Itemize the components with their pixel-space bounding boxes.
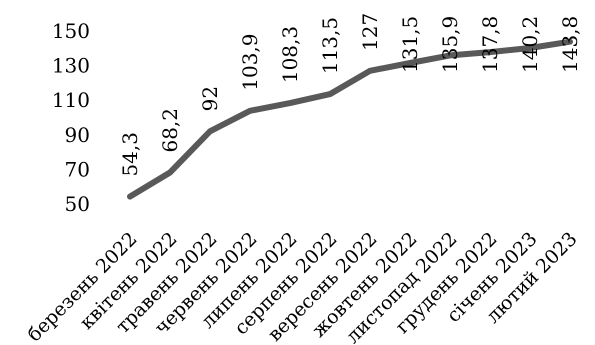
data-label: 103,9 — [238, 33, 262, 90]
data-point — [167, 170, 173, 176]
y-tick-label: 150 — [52, 19, 90, 43]
data-label: 127 — [358, 13, 382, 51]
data-point — [287, 100, 293, 106]
y-tick-label: 130 — [52, 54, 90, 78]
data-label: 137,8 — [478, 16, 502, 73]
data-label: 68,2 — [158, 108, 182, 153]
data-label: 108,3 — [278, 26, 302, 83]
data-label: 54,3 — [118, 132, 142, 177]
y-tick-label: 50 — [65, 192, 90, 216]
data-point — [127, 194, 133, 200]
data-label: 140,2 — [518, 16, 542, 73]
data-label: 131,5 — [398, 16, 422, 73]
y-tick-label: 90 — [65, 123, 90, 147]
series-layer — [127, 38, 573, 200]
data-labels: 54,3 68,2 92 103,9 108,3 113,5 127 131,5 135,9 13… — [118, 13, 582, 177]
data-label: 143,8 — [558, 16, 582, 73]
data-label: 92 — [198, 86, 222, 111]
data-point — [247, 108, 253, 114]
y-tick-label: 110 — [52, 88, 90, 112]
data-point — [367, 68, 373, 74]
data-point — [327, 91, 333, 97]
y-axis-ticks: 50 70 90 110 130 150 — [52, 19, 90, 216]
y-tick-label: 70 — [65, 157, 90, 181]
data-label: 113,5 — [318, 17, 342, 74]
data-point — [207, 128, 213, 134]
series-line — [127, 38, 573, 200]
data-label: 135,9 — [438, 16, 462, 73]
